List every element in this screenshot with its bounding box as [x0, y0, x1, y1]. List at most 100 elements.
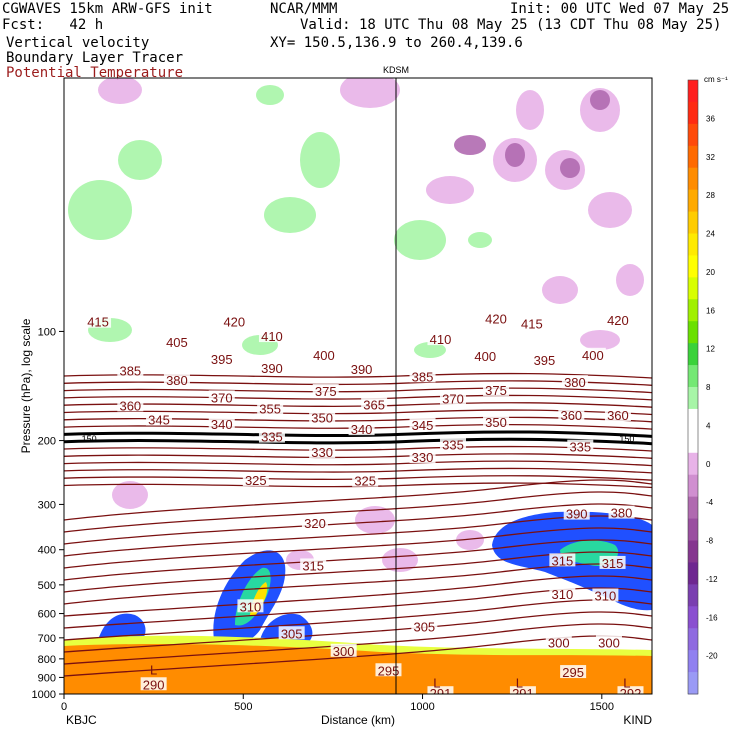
theta-label-bg-51 [545, 635, 572, 649]
theta-label-bg-54 [560, 665, 587, 679]
theta-label-bg-5 [163, 335, 190, 349]
boundary-layer-tracer [64, 635, 652, 694]
theta-label-23: 360 [119, 398, 141, 413]
theta-label-bg-58 [617, 686, 644, 694]
theta-label-bg-22 [440, 391, 467, 405]
theta-label-40: 325 [354, 474, 376, 489]
colorbar-label-10: -4 [706, 498, 714, 507]
theta-label-51: 300 [548, 635, 570, 650]
theta-label-18: 380 [564, 375, 586, 390]
theta-label-bg-21 [208, 390, 235, 404]
boundary-layer-band [64, 642, 652, 694]
x-tick-label-2: 1000 [410, 701, 434, 713]
theta-label-17: 380 [166, 373, 188, 388]
theta-label-52: 300 [598, 635, 620, 650]
colorbar-segment-0 [688, 80, 698, 103]
vv-region-26 [355, 506, 395, 534]
theta-contour-line-17 [64, 491, 652, 533]
theta-label-bg-48 [278, 626, 305, 640]
theta-label-bg-9 [310, 347, 337, 361]
theta-label-bg-11 [531, 353, 558, 367]
y-axis: 100 200 300 400 500 600 700 800 900 1000 [32, 326, 64, 701]
theta-label-bg-49 [411, 619, 438, 633]
vv-region-29 [456, 530, 484, 550]
theta-label-bg-34 [258, 429, 285, 443]
colorbar-segment-8 [688, 255, 698, 278]
colorbar-label-2: 28 [706, 191, 715, 200]
theta-label-38: 330 [412, 450, 434, 465]
theta-contour-line-3 [64, 394, 652, 401]
theta-label-44: 315 [602, 556, 624, 571]
init-time: Init: 00 UTC Wed 07 May 25 [510, 1, 730, 17]
colorbar-label-8: 4 [706, 421, 711, 430]
theta-label-39: 325 [245, 473, 267, 488]
theta-label-bg-56 [427, 686, 454, 694]
vv-region-8 [118, 140, 162, 180]
tropopause-label-0: 150 [82, 434, 97, 444]
colorbar-segment-2 [688, 123, 698, 147]
theta-label-bg-4 [604, 313, 631, 327]
theta-label-34: 335 [261, 430, 283, 445]
vv-region-19 [588, 192, 632, 228]
theta-label-37: 330 [311, 445, 333, 460]
low-marker-2: L [516, 676, 523, 691]
theta-label-56: 291 [430, 686, 452, 701]
colorbar-segment-16 [688, 430, 698, 454]
theta-label-bg-18 [561, 375, 588, 389]
theta-label-bg-25 [361, 397, 388, 411]
theta-contour-line-24 [64, 575, 652, 617]
theta-label-bg-27 [208, 416, 235, 430]
colorbar-segment-15 [688, 408, 698, 432]
theta-label-20: 375 [485, 383, 507, 398]
vv-region-3 [516, 90, 544, 130]
colorbar-label-12: -12 [706, 575, 718, 584]
theta-label-13: 385 [119, 363, 141, 378]
theta-label-bg-20 [483, 382, 510, 396]
theta-contour-line-13 [64, 467, 652, 474]
theta-label-29: 340 [351, 422, 373, 437]
field-label-boundary-layer-tracer: Boundary Layer Tracer [6, 50, 184, 66]
theta-label-bg-55 [140, 677, 167, 691]
colorbar-segment-21 [688, 540, 698, 563]
theta-label-bg-35 [440, 437, 467, 451]
theta-label-bg-33 [604, 407, 631, 421]
vv-region-18 [560, 158, 580, 178]
theta-label-27: 340 [211, 417, 233, 432]
theta-label-bg-37 [309, 444, 336, 458]
theta-label-9: 400 [313, 348, 335, 363]
colorbar-label-14: -20 [706, 652, 718, 661]
colorbar-segment-10 [688, 299, 698, 322]
vv-region-24 [414, 342, 446, 358]
theta-label-46: 310 [552, 587, 574, 602]
theta-label-45: 310 [240, 599, 262, 614]
theta-label-10: 400 [474, 349, 496, 364]
colorbar-label-1: 32 [706, 153, 715, 162]
y-tick-label-8: 900 [38, 672, 56, 684]
colorbar-label-9: 0 [706, 460, 711, 469]
theta-label-bg-30 [409, 417, 436, 431]
vv-region-15 [505, 143, 525, 167]
vv-region-0 [98, 78, 142, 104]
theta-label-53: 295 [378, 663, 400, 678]
colorbar-segment-7 [688, 233, 698, 256]
theta-label-8: 395 [211, 352, 233, 367]
mid-station-label: KDSM [383, 65, 409, 75]
colorbar-segment-9 [688, 277, 698, 300]
theta-contour-line-21 [64, 539, 652, 581]
theta-label-2: 420 [485, 311, 507, 326]
y-tick-label-4: 500 [38, 580, 56, 592]
vv-region-6 [68, 180, 132, 240]
theta-label-bg-3 [518, 316, 545, 330]
theta-contour-line-28 [64, 623, 652, 665]
tropopause-label-1: 150 [619, 434, 634, 444]
colorbar-label-6: 12 [706, 345, 715, 354]
vv-region-11 [300, 132, 340, 188]
theta-label-bg-10 [472, 349, 499, 363]
theta-label-bg-29 [348, 422, 375, 436]
x-tick-label-1: 500 [234, 701, 252, 713]
theta-label-0: 415 [87, 315, 109, 330]
theta-label-bg-2 [483, 311, 510, 325]
theta-label-4: 420 [607, 313, 629, 328]
y-tick-label-6: 700 [38, 633, 56, 645]
theta-label-16: 385 [412, 369, 434, 384]
